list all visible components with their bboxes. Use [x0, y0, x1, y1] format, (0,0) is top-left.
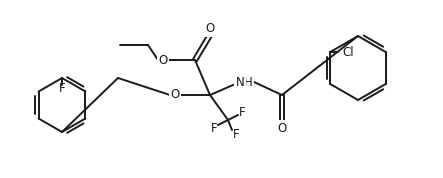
Text: O: O: [206, 22, 214, 35]
Text: Cl: Cl: [342, 46, 354, 59]
Text: O: O: [171, 88, 179, 101]
Text: F: F: [239, 106, 245, 119]
Text: F: F: [211, 122, 218, 135]
Text: F: F: [233, 127, 239, 140]
Text: H: H: [244, 75, 253, 88]
Text: N: N: [236, 75, 245, 88]
Text: F: F: [58, 82, 65, 95]
Text: O: O: [159, 54, 167, 67]
Text: O: O: [277, 122, 287, 135]
